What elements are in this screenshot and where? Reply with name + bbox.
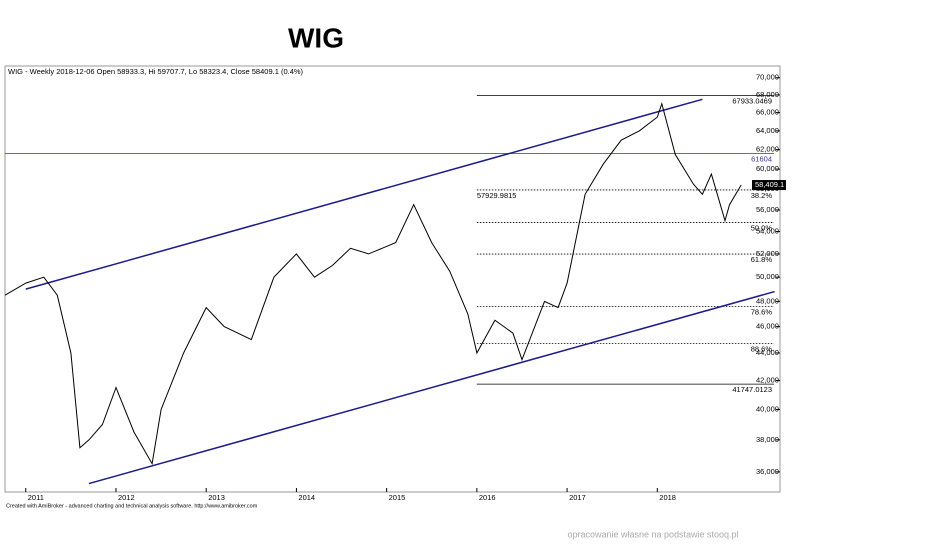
y-tick-label: 44,000 — [756, 348, 779, 357]
y-tick-label: 68,000 — [756, 90, 779, 99]
x-tick-label: 2018 — [659, 493, 676, 502]
x-tick-label: 2012 — [118, 493, 135, 502]
level-tag: 78.6% — [751, 307, 773, 316]
y-tick-label: 36,000 — [756, 467, 779, 476]
y-tick-label: 54,000 — [756, 227, 779, 236]
channel-line — [25, 98, 703, 290]
y-tick-label: 40,000 — [756, 404, 779, 413]
last-price-box — [752, 180, 786, 191]
level-tag: 88.6% — [751, 345, 773, 354]
level-tag: 38.2% — [751, 191, 773, 200]
y-tick-label: 50,000 — [756, 272, 779, 281]
price-line — [4, 101, 742, 466]
y-tick-label: 46,000 — [756, 322, 779, 331]
level-price: 67933.0469 — [732, 96, 772, 105]
y-tick-label: 56,000 — [756, 205, 779, 214]
y-tick-label: 62,000 — [756, 145, 779, 154]
y-tick-label: 64,000 — [756, 126, 779, 135]
source: opracowanie własne na podstawie stooq.pl — [567, 529, 738, 539]
y-tick-label: 52,000 — [756, 249, 779, 258]
last-price-label: 58,409.1 — [755, 180, 784, 189]
level-price: 61604 — [751, 154, 772, 163]
x-tick-label: 2016 — [479, 493, 496, 502]
chart-title: WIG — [288, 22, 344, 53]
y-tick-label: 60,000 — [756, 164, 779, 173]
y-tick-label: 42,000 — [756, 376, 779, 385]
level-price: 41747.0123 — [732, 385, 772, 394]
footer: Created with AmiBroker - advanced charti… — [6, 503, 258, 509]
x-tick-label: 2011 — [28, 493, 44, 502]
chart-subtitle: WIG - Weekly 2018-12-06 Open 58933.3, Hi… — [8, 67, 304, 76]
y-tick-label: 70,000 — [756, 73, 779, 82]
level-tag: 50.0% — [751, 223, 773, 232]
level-tag: 61.8% — [751, 255, 773, 264]
y-tick-label: 48,000 — [756, 296, 779, 305]
x-tick-label: 2013 — [208, 493, 225, 502]
y-tick-label: 38,000 — [756, 435, 779, 444]
plot-frame — [4, 65, 781, 493]
x-tick-label: 2017 — [569, 493, 586, 502]
channel-line — [88, 290, 775, 485]
level-price: 57929.9815 — [477, 191, 517, 200]
x-tick-label: 2014 — [298, 493, 315, 502]
x-tick-label: 2015 — [389, 493, 406, 502]
y-tick-label: 66,000 — [756, 108, 779, 117]
